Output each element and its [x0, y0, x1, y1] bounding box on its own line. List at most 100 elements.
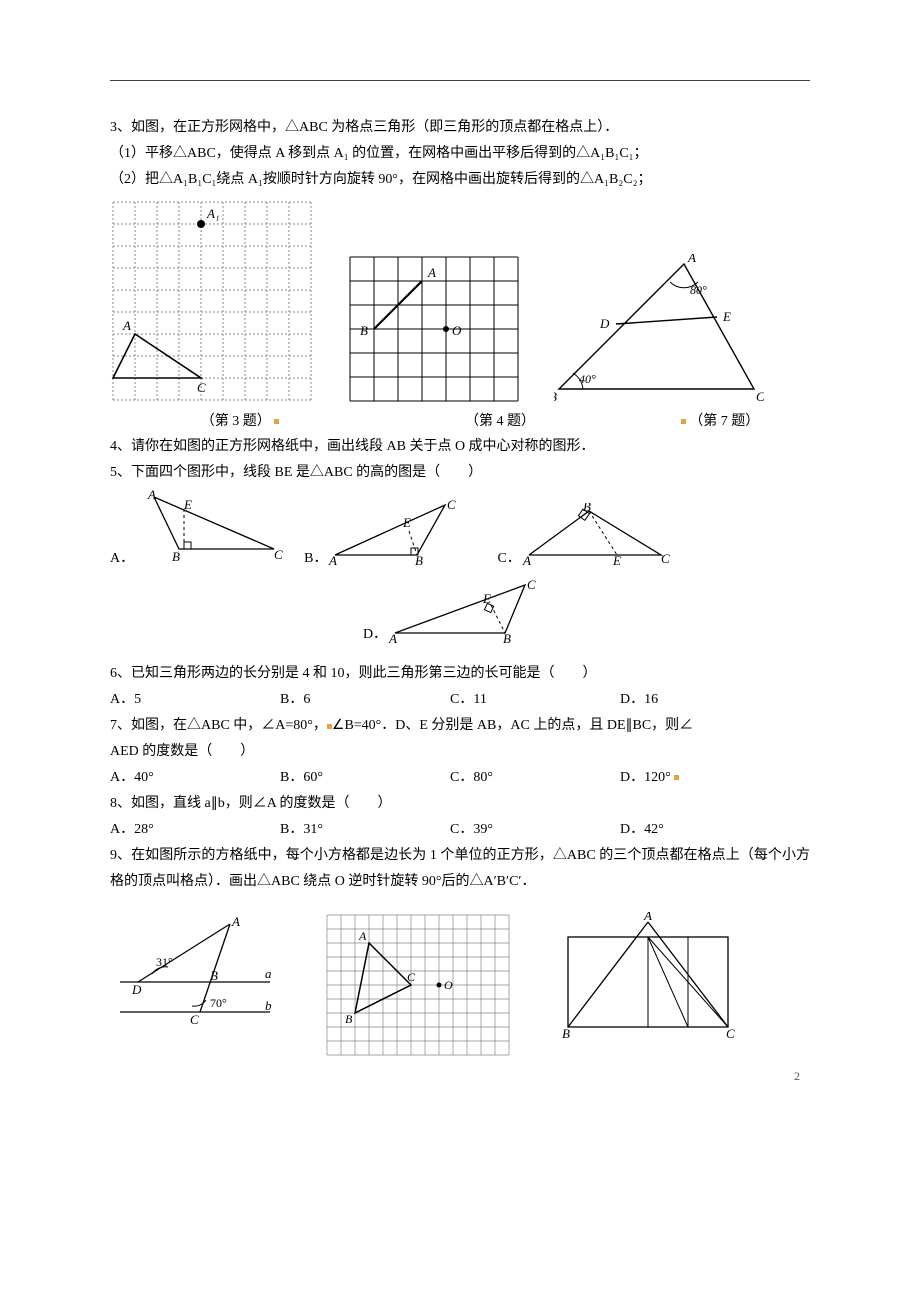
svg-text:A: A [328, 553, 337, 567]
q7-line2: AED 的度数是（ ） [110, 739, 810, 765]
q8-optA: A．28° [110, 817, 280, 843]
q7-optA: A．40° [110, 765, 280, 791]
svg-text:O: O [444, 978, 453, 992]
svg-text:80°: 80° [690, 283, 707, 297]
q7-text1b: ∠B=40°．D、E 分别是 AB，AC 上的点，且 DE∥BC，则∠ [332, 718, 693, 733]
q6-optB: B．6 [280, 687, 450, 713]
q6-text: 已知三角形两边的长分别是 4 和 10，则此三角形第三边的长可能是（ ） [131, 666, 597, 681]
q5-optB: B． A B C E [304, 497, 477, 567]
q9f-lblB: B [562, 1026, 570, 1041]
q9-text: 在如图所示的方格纸中，每个小方格都是边长为 1 个单位的正方形，△ABC 的三个… [110, 848, 810, 889]
svg-text:A: A [388, 631, 397, 643]
q7-line1: 7、如图，在△ABC 中，∠A=80°， ∠B=40°．D、E 分别是 AB，AC… [110, 713, 810, 739]
svg-text:E: E [183, 497, 192, 512]
q5-figD: A B C E [387, 577, 557, 643]
q5-figC: A B E C [521, 503, 671, 567]
q8-options: A．28° B．31° C．39° D．42° [110, 817, 810, 843]
svg-text:B: B [554, 389, 557, 404]
q6-optD: D．16 [620, 687, 790, 713]
svg-text:E: E [612, 553, 621, 567]
q3-stem: 3、如图，在正方形网格中，△ABC 为格点三角形（即三角形的顶点都在格点上）． [110, 115, 810, 141]
q9-fig-fold: A B C [558, 912, 738, 1042]
svg-text:B: B [360, 323, 368, 338]
accent-dot [274, 419, 279, 424]
q5-figB: A B C E [327, 497, 477, 567]
q9-fig-grid: ABCO [324, 912, 514, 1062]
q8-lblb: b [265, 998, 272, 1013]
q8-fig: 31° 70° A B C D a b [110, 912, 280, 1027]
q7-optD-text: D．120° [620, 770, 671, 785]
q3-text: 如图，在正方形网格中，△ABC 为格点三角形（即三角形的顶点都在格点上）． [131, 120, 618, 135]
q4-text: 请你在如图的正方形网格纸中，画出线段 AB 关于点 O 成中心对称的图形． [131, 439, 595, 454]
q5-optD-row: D． A B C E [110, 577, 810, 643]
q6-optA: A．5 [110, 687, 280, 713]
q8-lbla: a [265, 966, 272, 981]
svg-text:E: E [482, 591, 491, 606]
svg-text:B: B [172, 549, 180, 564]
svg-text:40°: 40° [579, 372, 596, 386]
q7-optB: B．60° [280, 765, 450, 791]
svg-text:C: C [274, 547, 283, 562]
svg-text:A: A [522, 553, 531, 567]
q8-lblB: B [210, 968, 218, 983]
q8-lblA: A [231, 914, 240, 929]
page-number: 2 [794, 1069, 800, 1084]
q3-cap1-text: （第 3 题） [201, 414, 271, 429]
q7-num: 7、 [110, 718, 131, 733]
q5-optA: A． A E B C [110, 489, 284, 567]
q7-optD: D．120° [620, 765, 790, 791]
q8-num: 8、 [110, 796, 131, 811]
q5-text: 下面四个图形中，线段 BE 是△ABC 的高的图是（ ） [131, 465, 482, 480]
svg-text:E: E [402, 515, 411, 530]
q5-optA-label: A． [110, 547, 134, 567]
q8: 8、如图，直线 a∥b，则∠A 的度数是（ ） [110, 791, 810, 817]
svg-text:B: B [583, 503, 591, 514]
q8-optB: B．31° [280, 817, 450, 843]
svg-text:A: A [147, 489, 156, 502]
q9f-lblC: C [726, 1026, 735, 1041]
q5-figA: A E B C [134, 489, 284, 567]
accent-dot [674, 775, 679, 780]
svg-text:E: E [722, 309, 731, 324]
q8-optD: D．42° [620, 817, 790, 843]
q8-lblC: C [190, 1012, 199, 1027]
q4: 4、请你在如图的正方形网格纸中，画出线段 AB 关于点 O 成中心对称的图形． [110, 434, 810, 460]
q9: 9、在如图所示的方格纸中，每个小方格都是边长为 1 个单位的正方形，△ABC 的… [110, 843, 810, 895]
bottom-figure-row: 31° 70° A B C D a b A B C O A B C [110, 912, 810, 1062]
q9-num: 9、 [110, 848, 131, 863]
q3-caption-row: （第 3 题） （第 4 题） （第 7 题） [110, 410, 810, 430]
q5-optD-label: D． [363, 623, 387, 643]
svg-text:O: O [452, 323, 462, 338]
q4-num: 4、 [110, 439, 131, 454]
q5-options-row: A． A E B C B． A B C E [110, 489, 810, 567]
q9f-lblA: A [643, 912, 652, 923]
svg-text:C: C [407, 970, 416, 984]
q7-text1: 如图，在△ABC 中，∠A=80°， [131, 718, 327, 733]
svg-text:B: B [345, 1012, 353, 1026]
q8-ang1: 31° [156, 955, 173, 969]
q5-optC: C． A B E C [497, 503, 670, 567]
q5: 5、下面四个图形中，线段 BE 是△ABC 的高的图是（ ） [110, 460, 810, 486]
q3-part2: （2）把△A₁B₁C₁绕点 A₁按顺时针方向旋转 90°，在网格中画出旋转后得到… [110, 167, 810, 193]
q8-ang2: 70° [210, 996, 227, 1010]
svg-text:D: D [599, 316, 610, 331]
q5-optD: D． A B C E [363, 577, 557, 643]
svg-text:A: A [122, 318, 131, 333]
q3-cap1: （第 3 题） [110, 410, 370, 430]
accent-dot [681, 419, 686, 424]
q3-cap2: （第 4 题） [370, 410, 630, 430]
svg-text:C: C [756, 389, 764, 404]
q3-part1: （1）平移△ABC，使得点 A 移到点 A₁ 的位置，在网格中画出平移后得到的△… [110, 141, 810, 167]
q7-options: A．40° B．60° C．80° D．120° [110, 765, 810, 791]
q8-optC: C．39° [450, 817, 620, 843]
q3-num: 3、 [110, 120, 131, 135]
q6-optC: C．11 [450, 687, 620, 713]
q3-fig1: ABCA₁ [110, 199, 315, 404]
q3-cap3: （第 7 题） [630, 410, 810, 430]
q3-figure-row: ABCA₁ ABO ABCDE80°40° [110, 199, 810, 404]
svg-text:C: C [197, 380, 206, 395]
q3-fig2: ABO [347, 254, 522, 404]
q5-num: 5、 [110, 465, 131, 480]
svg-text:B: B [503, 631, 511, 643]
svg-text:C: C [527, 577, 536, 592]
